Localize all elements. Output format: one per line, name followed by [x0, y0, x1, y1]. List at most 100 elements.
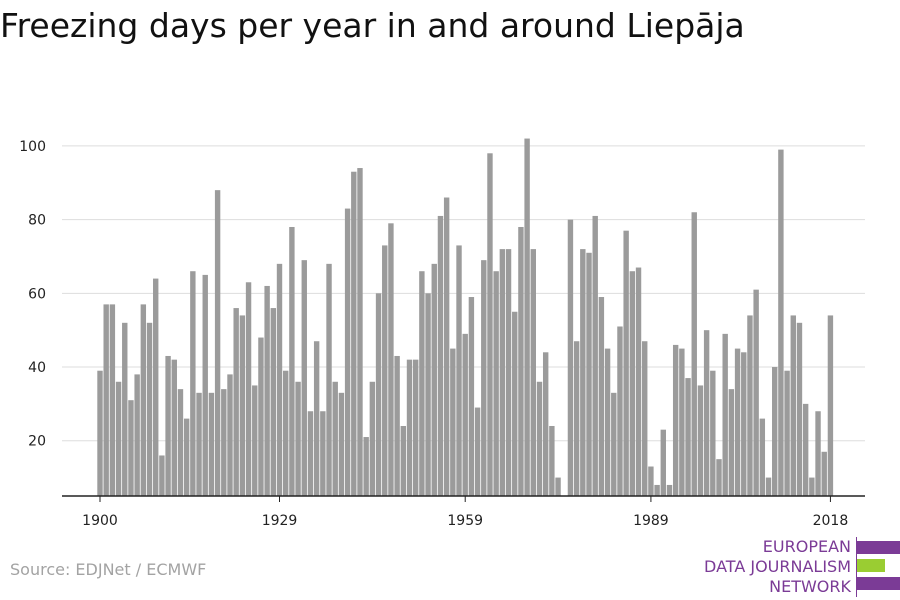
bar-1953: [425, 293, 431, 496]
bar-1998: [703, 330, 710, 496]
bar-1987: [635, 267, 642, 496]
logo-line-2: DATA JOURNALISM: [704, 557, 851, 576]
bar-1920: [221, 389, 227, 496]
bar-1945: [375, 293, 382, 496]
bar-1937: [326, 263, 332, 496]
bar-1936: [320, 411, 326, 496]
bar-1917: [202, 274, 208, 496]
bar-1971: [536, 381, 543, 496]
bar-1976: [567, 219, 574, 496]
bar-2018: [827, 315, 834, 496]
chart-title: Freezing days per year in and around Lie…: [0, 6, 745, 45]
logo-text: EUROPEAN DATA JOURNALISM NETWORK: [704, 537, 851, 597]
bar-1934: [307, 411, 314, 496]
bar-1903: [115, 381, 122, 496]
x-tick-label: 1959: [447, 513, 483, 529]
bar-1967: [512, 311, 518, 496]
bar-1938: [332, 381, 338, 496]
bar-1960: [468, 297, 475, 496]
bar-1924: [245, 282, 252, 496]
bar-2011: [784, 370, 790, 496]
bar-2015: [809, 477, 815, 496]
bar-1941: [351, 171, 357, 496]
bar-chart: 20 40 60 80 100 1900 1929 1959 1989 2018: [19, 138, 865, 529]
y-tick-label: 60: [28, 286, 46, 302]
logo-bar-2: [857, 559, 885, 572]
bar-1904: [122, 322, 128, 496]
bar-1994: [679, 348, 685, 496]
logo-bar-1: [857, 541, 900, 554]
bar-2002: [728, 389, 735, 496]
bar-1992: [666, 484, 673, 496]
bar-1911: [165, 355, 171, 496]
bar-1991: [660, 429, 666, 496]
bar-1958: [456, 245, 462, 496]
bar-1995: [685, 378, 691, 496]
bar-1947: [388, 223, 394, 496]
bar-1919: [214, 190, 221, 496]
bar-1935: [313, 341, 320, 496]
bar-1905: [128, 400, 134, 496]
bar-1986: [629, 271, 636, 496]
bar-1932: [295, 381, 301, 496]
bar-1925: [252, 385, 258, 496]
bar-1999: [710, 370, 716, 496]
bar-1959: [462, 333, 468, 496]
bar-1984: [617, 326, 623, 496]
bar-1963: [487, 153, 493, 497]
bar-1915: [190, 271, 196, 496]
bar-1968: [518, 226, 524, 496]
y-tick-label: 20: [28, 434, 46, 450]
bar-2017: [821, 451, 827, 496]
bar-1944: [369, 381, 376, 496]
bar-1978: [580, 249, 586, 496]
bar-1950: [406, 359, 413, 496]
bar-1969: [524, 138, 530, 496]
bar-2012: [790, 315, 796, 496]
bar-1961: [474, 407, 481, 496]
bar-1951: [412, 359, 419, 496]
bar-1912: [171, 359, 177, 496]
edjnet-logo: EUROPEAN DATA JOURNALISM NETWORK: [700, 537, 900, 597]
bar-1983: [611, 392, 617, 496]
bar-2009: [772, 367, 778, 496]
bar-1939: [338, 392, 345, 496]
bar-2004: [741, 352, 747, 496]
x-tick-label: 1900: [82, 513, 118, 529]
bar-1946: [382, 245, 388, 496]
y-tick-label: 100: [19, 139, 46, 155]
bar-1949: [400, 425, 407, 496]
bar-1970: [530, 249, 536, 496]
bar-2016: [815, 411, 821, 496]
x-tick-label: 1989: [633, 513, 669, 529]
x-tick-label: 2018: [813, 513, 849, 529]
bar-1929: [276, 263, 283, 496]
logo-line-1: EUROPEAN: [762, 537, 851, 556]
bar-2003: [734, 348, 741, 496]
bar-1988: [642, 341, 648, 496]
bar-1940: [344, 208, 351, 496]
bar-1943: [363, 437, 369, 496]
bar-1952: [419, 271, 425, 496]
bar-1928: [270, 308, 277, 496]
bar-1974: [555, 477, 561, 496]
bar-1909: [153, 278, 159, 496]
bar-1985: [623, 230, 629, 496]
bar-1989: [648, 466, 654, 496]
bar-1927: [264, 285, 270, 496]
bar-1990: [654, 484, 660, 496]
bar-1997: [697, 385, 704, 496]
bar-1921: [227, 374, 233, 496]
bar-2007: [759, 418, 766, 496]
bar-1906: [134, 374, 140, 496]
bar-1942: [357, 168, 363, 496]
bar-1901: [103, 304, 109, 496]
bar-1966: [505, 249, 512, 496]
bar-1962: [481, 260, 487, 496]
bar-1908: [146, 322, 153, 496]
bar-2000: [716, 459, 722, 496]
x-tick-label: 1929: [262, 513, 298, 529]
bar-1980: [592, 215, 598, 496]
bar-1954: [431, 263, 437, 496]
bar-2014: [802, 403, 809, 496]
